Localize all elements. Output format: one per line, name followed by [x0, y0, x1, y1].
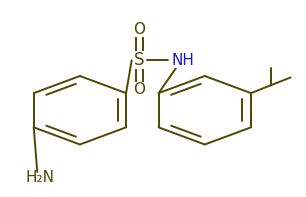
Text: O: O: [133, 82, 145, 97]
Text: H₂N: H₂N: [25, 170, 54, 185]
Text: O: O: [133, 21, 145, 37]
Text: S: S: [134, 51, 144, 69]
Text: NH: NH: [171, 53, 194, 68]
